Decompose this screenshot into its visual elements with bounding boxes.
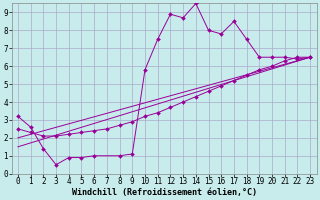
- X-axis label: Windchill (Refroidissement éolien,°C): Windchill (Refroidissement éolien,°C): [72, 188, 257, 197]
